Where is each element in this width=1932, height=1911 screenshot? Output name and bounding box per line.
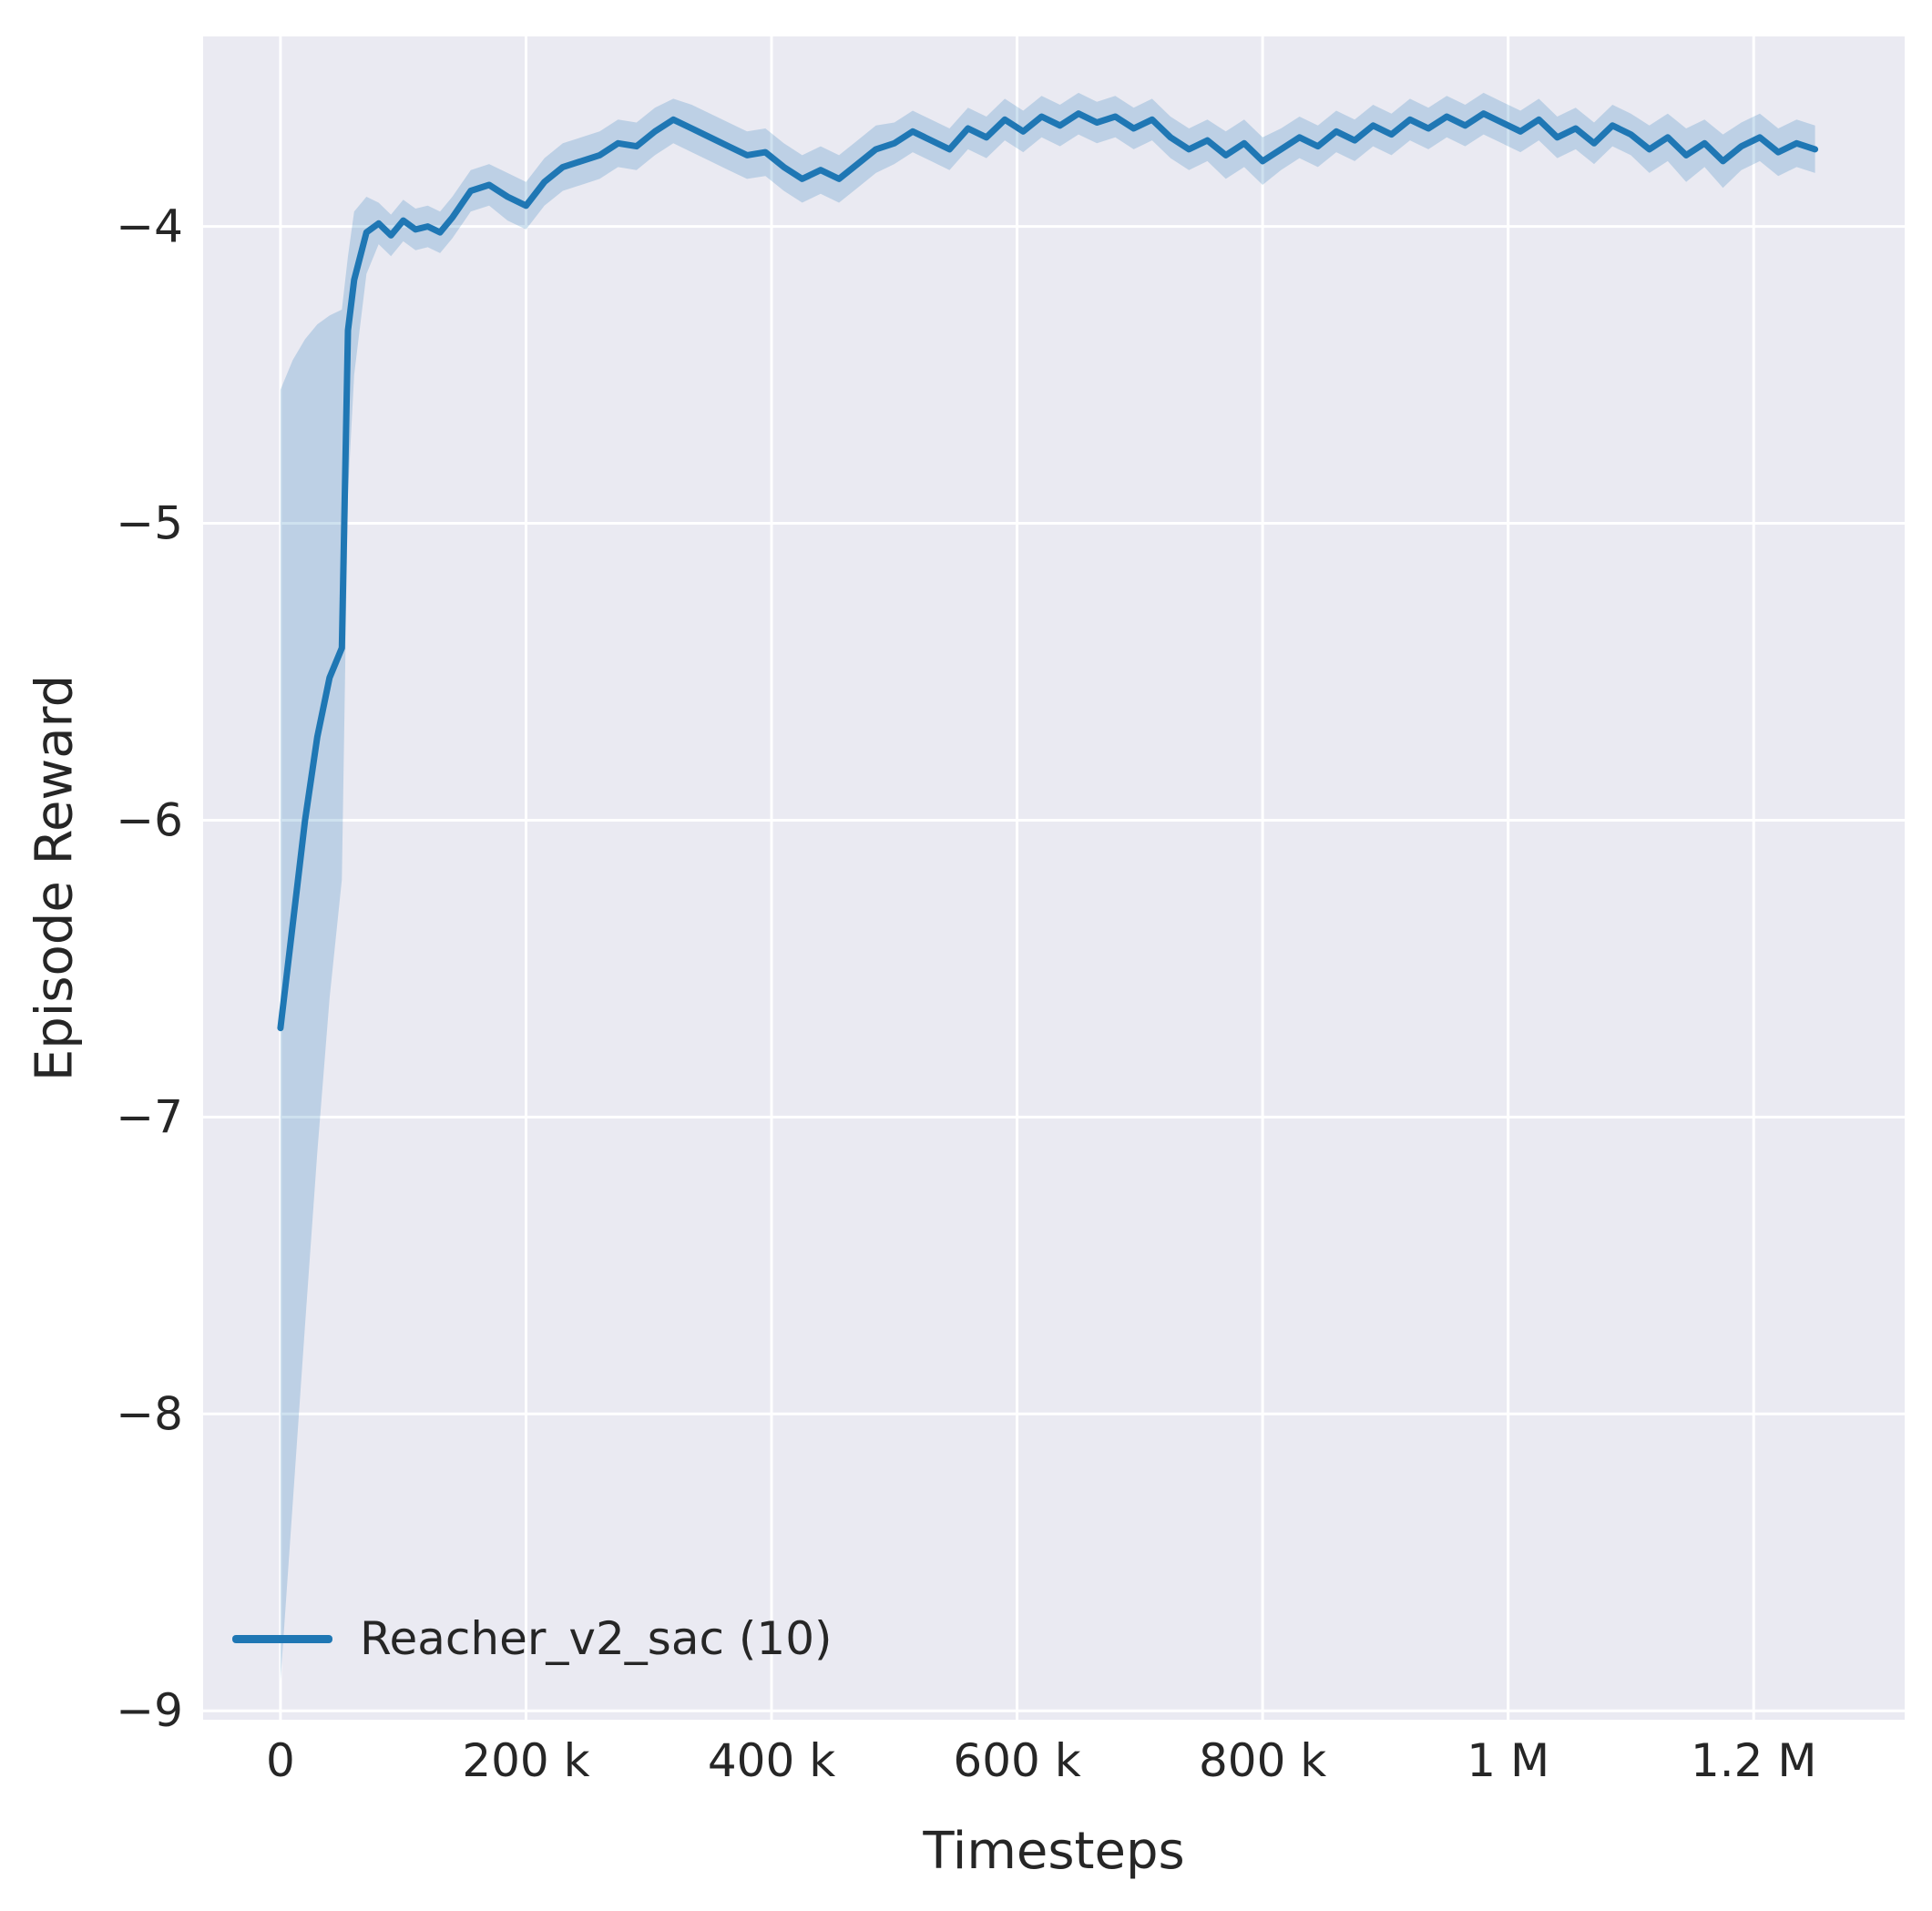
- legend: Reacher_v2_sac (10): [232, 1612, 833, 1665]
- x-axis-label: Timesteps: [923, 1822, 1185, 1881]
- y-tick-label: −5: [116, 497, 183, 550]
- y-tick-label: −8: [116, 1387, 183, 1440]
- x-tick-label: 800 k: [1199, 1734, 1326, 1787]
- legend-label: Reacher_v2_sac (10): [360, 1612, 833, 1665]
- x-tick-label: 400 k: [708, 1734, 835, 1787]
- y-tick-label: −4: [116, 200, 183, 253]
- plot-area: [203, 36, 1905, 1720]
- x-tick-label: 200 k: [462, 1734, 589, 1787]
- x-tick-label: 0: [266, 1734, 295, 1787]
- x-tick-label: 1 M: [1467, 1734, 1549, 1787]
- y-tick-label: −6: [116, 793, 183, 846]
- x-tick-label: 600 k: [953, 1734, 1080, 1787]
- x-tick-label: 1.2 M: [1691, 1734, 1817, 1787]
- legend-line-sample: [232, 1634, 332, 1643]
- mean-line: [277, 110, 1819, 1032]
- y-tick-label: −7: [116, 1090, 183, 1143]
- y-axis-label: Episode Reward: [25, 674, 85, 1082]
- y-tick-label: −9: [116, 1684, 183, 1737]
